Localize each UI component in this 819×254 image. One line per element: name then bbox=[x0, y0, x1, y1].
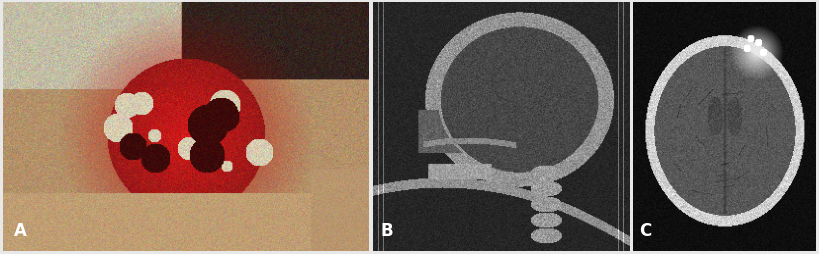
Text: C: C bbox=[639, 221, 651, 239]
Text: A: A bbox=[14, 221, 27, 239]
Text: B: B bbox=[381, 221, 393, 239]
